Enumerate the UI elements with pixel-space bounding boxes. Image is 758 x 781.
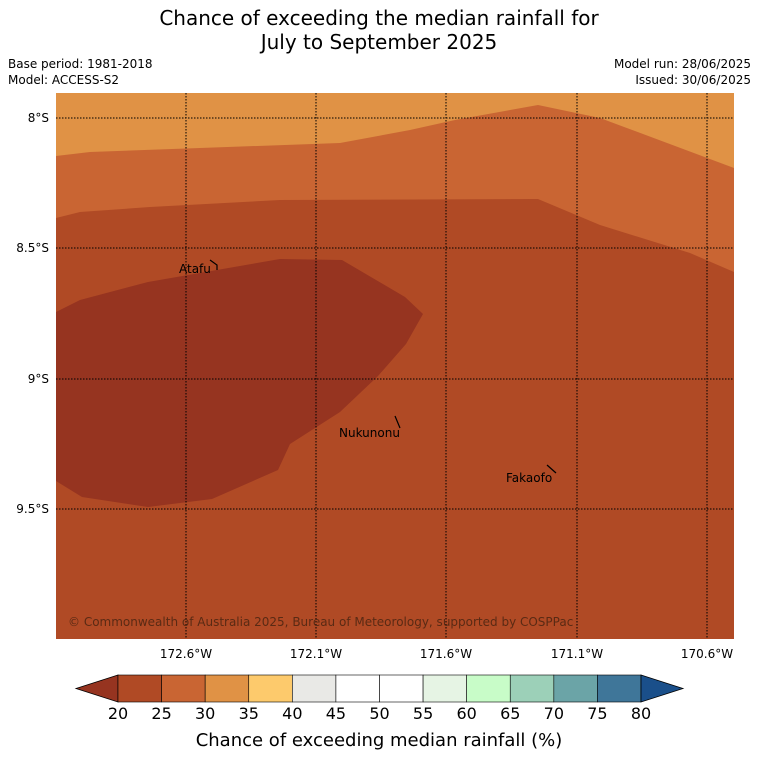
colorbar-swatch — [292, 674, 337, 703]
colorbar-tick-label: 25 — [151, 704, 172, 723]
colorbar-tick-label: 80 — [630, 704, 652, 723]
lat-label-8-5s: 8.5°S — [16, 241, 49, 255]
colorbar-tick-label: 45 — [325, 704, 347, 723]
colorbar-tick-label: 40 — [282, 704, 303, 723]
colorbar-tick-label: 35 — [238, 704, 259, 723]
lon-axis-labels: 172.6°W 172.1°W 171.6°W 171.1°W 170.6°W — [160, 647, 733, 661]
colorbar-tick-label: 30 — [194, 704, 216, 723]
model-label: Model: ACCESS-S2 — [8, 73, 120, 87]
place-label-nukunonu: Nukunonu — [339, 426, 400, 440]
base-period-label: Base period: 1981-2018 — [8, 57, 153, 71]
colorbar-tick-label: 75 — [587, 704, 608, 723]
lon-label-172-6w: 172.6°W — [160, 647, 212, 661]
colorbar-swatch — [466, 674, 511, 703]
nukunonu-atoll-outline — [394, 415, 401, 429]
colorbar-title: Chance of exceeding median rainfall (%) — [195, 730, 563, 751]
lat-label-9-5s: 9.5°S — [16, 502, 49, 516]
lon-label-170-6w: 170.6°W — [681, 647, 733, 661]
map-plot-area: Atafu Nukunonu Fakaofo © Commonwealth of… — [56, 93, 734, 639]
colorbar-swatch — [204, 674, 250, 703]
lon-label-171-6w: 171.6°W — [420, 647, 472, 661]
lat-label-9s: 9°S — [28, 372, 49, 386]
fakaofo-atoll-outline — [546, 464, 557, 474]
graticule — [56, 93, 734, 639]
colorbar-tick-label: 55 — [412, 704, 434, 723]
colorbar-swatch — [509, 674, 555, 703]
colorbar-tick-label: 60 — [456, 704, 477, 723]
copyright-credit: © Commonwealth of Australia 2025, Bureau… — [68, 615, 573, 629]
colorbar-tick-label: 20 — [107, 704, 129, 723]
atafu-atoll-outline — [209, 259, 218, 270]
atoll-outlines — [209, 259, 557, 474]
colorbar-under-arrow — [74, 674, 119, 703]
colorbar — [74, 674, 685, 703]
colorbar-swatch — [248, 674, 293, 703]
colorbar-swatch — [553, 674, 598, 703]
place-label-fakaofo: Fakaofo — [506, 471, 552, 485]
colorbar-swatch — [161, 674, 206, 703]
model-run-label: Model run: 28/06/2025 — [613, 57, 751, 71]
issued-label: Issued: 30/06/2025 — [635, 73, 751, 87]
colorbar-swatch — [422, 674, 467, 703]
colorbar-over-arrow — [640, 674, 685, 703]
colorbar-tick-label: 65 — [500, 704, 521, 723]
colorbar-tick-label: 50 — [369, 704, 390, 723]
lat-label-8s: 8°S — [28, 111, 49, 125]
colorbar-swatch — [117, 674, 162, 703]
lon-label-171-1w: 171.1°W — [551, 647, 603, 661]
place-label-atafu: Atafu — [179, 262, 211, 276]
colorbar-tick-label: 70 — [543, 704, 565, 723]
lat-axis-labels: 8°S 8.5°S 9°S 9.5°S — [16, 111, 49, 516]
map-title-line-1: Chance of exceeding the median rainfall … — [159, 6, 599, 30]
colorbar-swatch — [379, 674, 424, 703]
colorbar-swatch — [597, 674, 642, 703]
band-below-20 — [56, 259, 423, 507]
colorbar-swatch — [335, 674, 380, 703]
map-title-line-2: July to September 2025 — [260, 30, 498, 54]
lon-label-172-1w: 172.1°W — [290, 647, 342, 661]
